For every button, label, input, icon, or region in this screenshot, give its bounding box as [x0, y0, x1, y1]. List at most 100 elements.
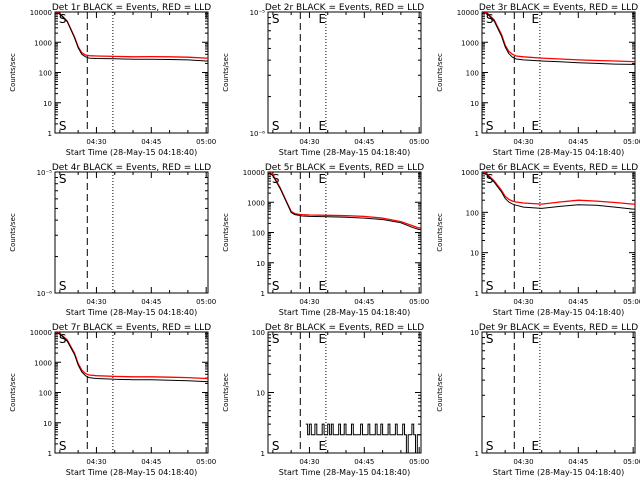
y-tick-label: 1000 — [247, 199, 265, 207]
marker-e: E — [319, 332, 327, 346]
marker-s-bottom: S — [59, 439, 67, 453]
x-tick-label: 04:45 — [141, 138, 161, 146]
y-tick-label: 10000 — [457, 9, 479, 17]
x-tick-label: 05:00 — [409, 298, 429, 306]
y-tick-label: 10 — [256, 390, 265, 398]
detector-panel-7: Det 7r BLACK = Events, RED = LLD Counts/s… — [9, 323, 327, 477]
y-axis-label: Counts/sec — [222, 373, 230, 412]
marker-s: S — [486, 172, 494, 186]
panel-title: Det 8r BLACK = Events, RED = LLD — [265, 323, 424, 333]
y-tick-label: 100 — [39, 390, 52, 398]
marker-s-bottom: S — [272, 119, 280, 133]
y-tick-label: 100 — [39, 70, 52, 78]
marker-s-bottom: S — [272, 279, 280, 293]
marker-e-bottom: E — [319, 439, 327, 453]
y-axis-label: Counts/sec — [436, 373, 444, 412]
marker-e-bottom: E — [319, 119, 327, 133]
marker-e-bottom: E — [319, 279, 327, 293]
x-tick-label: 04:30 — [299, 138, 319, 146]
panel-title: Det 3r BLACK = Events, RED = LLD — [479, 3, 638, 13]
y-tick-label: 100 — [252, 230, 265, 238]
x-tick-label: 04:45 — [568, 298, 588, 306]
x-axis-label: Start Time (28-May-15 04:18:40) — [493, 308, 624, 317]
plot-frame — [267, 171, 422, 294]
y-tick-label: 1 — [48, 450, 52, 458]
y-tick-label: 10 — [470, 100, 479, 108]
lld-rate-line — [268, 172, 421, 229]
y-axis-label: Counts/sec — [9, 53, 17, 92]
x-tick-label: 04:30 — [86, 298, 106, 306]
y-tick-label: 10 — [470, 250, 479, 258]
plot-frame — [54, 11, 209, 134]
marker-s-bottom: S — [486, 119, 494, 133]
panel-title: Det 6r BLACK = Events, RED = LLD — [479, 163, 638, 173]
y-tick-label: 1 — [475, 130, 479, 138]
marker-s: S — [272, 12, 280, 26]
marker-s-bottom: S — [59, 279, 67, 293]
y-axis-label: Counts/sec — [222, 213, 230, 252]
y-tick-label: 10⁻⁵ — [37, 169, 53, 177]
marker-s-bottom: S — [272, 439, 280, 453]
x-axis-label: Start Time (28-May-15 04:18:40) — [66, 148, 197, 157]
y-tick-label: 10000 — [30, 9, 52, 17]
detector-panel-2: Det 2r BLACK = Events, RED = LLD Counts/s… — [222, 3, 539, 157]
x-tick-label: 04:30 — [86, 458, 106, 466]
marker-s-bottom: S — [59, 119, 67, 133]
event-rate-line — [482, 172, 635, 210]
marker-e: E — [532, 172, 540, 186]
marker-e-bottom: E — [532, 279, 540, 293]
panel-title: Det 9r BLACK = Events, RED = LLD — [479, 323, 638, 333]
y-tick-label: 100 — [466, 70, 479, 78]
detector-panel-1: Det 1r BLACK = Events, RED = LLD Counts/s… — [9, 3, 327, 157]
y-tick-label: 10 — [43, 420, 52, 428]
x-tick-label: 05:00 — [196, 298, 216, 306]
x-tick-label: 04:45 — [141, 458, 161, 466]
y-tick-label: 10 — [470, 329, 479, 337]
x-tick-label: 05:00 — [409, 138, 429, 146]
x-axis-label: Start Time (28-May-15 04:18:40) — [66, 308, 197, 317]
plot-frame — [54, 331, 209, 454]
marker-e: E — [319, 172, 327, 186]
marker-e: E — [532, 12, 540, 26]
marker-s: S — [272, 332, 280, 346]
y-tick-label: 10 — [256, 260, 265, 268]
detector-panel-4: Det 4r BLACK = Events, RED = LLD Counts/s… — [9, 163, 326, 317]
panel-title: Det 5r BLACK = Events, RED = LLD — [265, 163, 424, 173]
marker-s-bottom: S — [486, 279, 494, 293]
x-tick-label: 05:00 — [196, 138, 216, 146]
detector-panel-8: Det 8r BLACK = Events, RED = LLD Counts/s… — [222, 323, 539, 477]
x-tick-label: 04:30 — [86, 138, 106, 146]
x-tick-label: 05:00 — [623, 458, 640, 466]
y-tick-label: 10⁻⁶ — [250, 130, 266, 138]
marker-e: E — [532, 332, 540, 346]
y-tick-label: 1 — [475, 290, 479, 298]
event-rate-line — [56, 12, 208, 62]
marker-e-bottom: E — [532, 119, 540, 133]
y-tick-label: 100 — [252, 329, 265, 337]
y-tick-label: 10⁻⁵ — [250, 9, 266, 17]
y-tick-label: 1 — [261, 290, 265, 298]
x-tick-label: 04:30 — [299, 298, 319, 306]
panel-title: Det 7r BLACK = Events, RED = LLD — [52, 323, 211, 333]
x-tick-label: 04:45 — [354, 298, 374, 306]
marker-s: S — [486, 332, 494, 346]
x-tick-label: 05:00 — [623, 298, 640, 306]
y-tick-label: 1000 — [34, 359, 52, 367]
y-tick-label: 1 — [48, 130, 52, 138]
x-tick-label: 04:45 — [568, 138, 588, 146]
y-tick-label: 1000 — [34, 39, 52, 47]
panel-title: Det 2r BLACK = Events, RED = LLD — [265, 3, 424, 13]
x-tick-label: 05:00 — [623, 138, 640, 146]
marker-e-bottom: E — [532, 439, 540, 453]
detector-panel-9: Det 9r BLACK = Events, RED = LLD Counts/s… — [436, 323, 640, 477]
event-rate-line — [483, 12, 635, 65]
x-axis-label: Start Time (28-May-15 04:18:40) — [279, 468, 410, 477]
x-axis-label: Start Time (28-May-15 04:18:40) — [493, 468, 624, 477]
y-tick-label: 10 — [43, 100, 52, 108]
y-tick-label: 1000 — [461, 169, 479, 177]
x-tick-label: 04:45 — [354, 458, 374, 466]
marker-s: S — [59, 172, 67, 186]
x-tick-label: 05:00 — [409, 458, 429, 466]
lld-rate-line — [55, 12, 208, 59]
